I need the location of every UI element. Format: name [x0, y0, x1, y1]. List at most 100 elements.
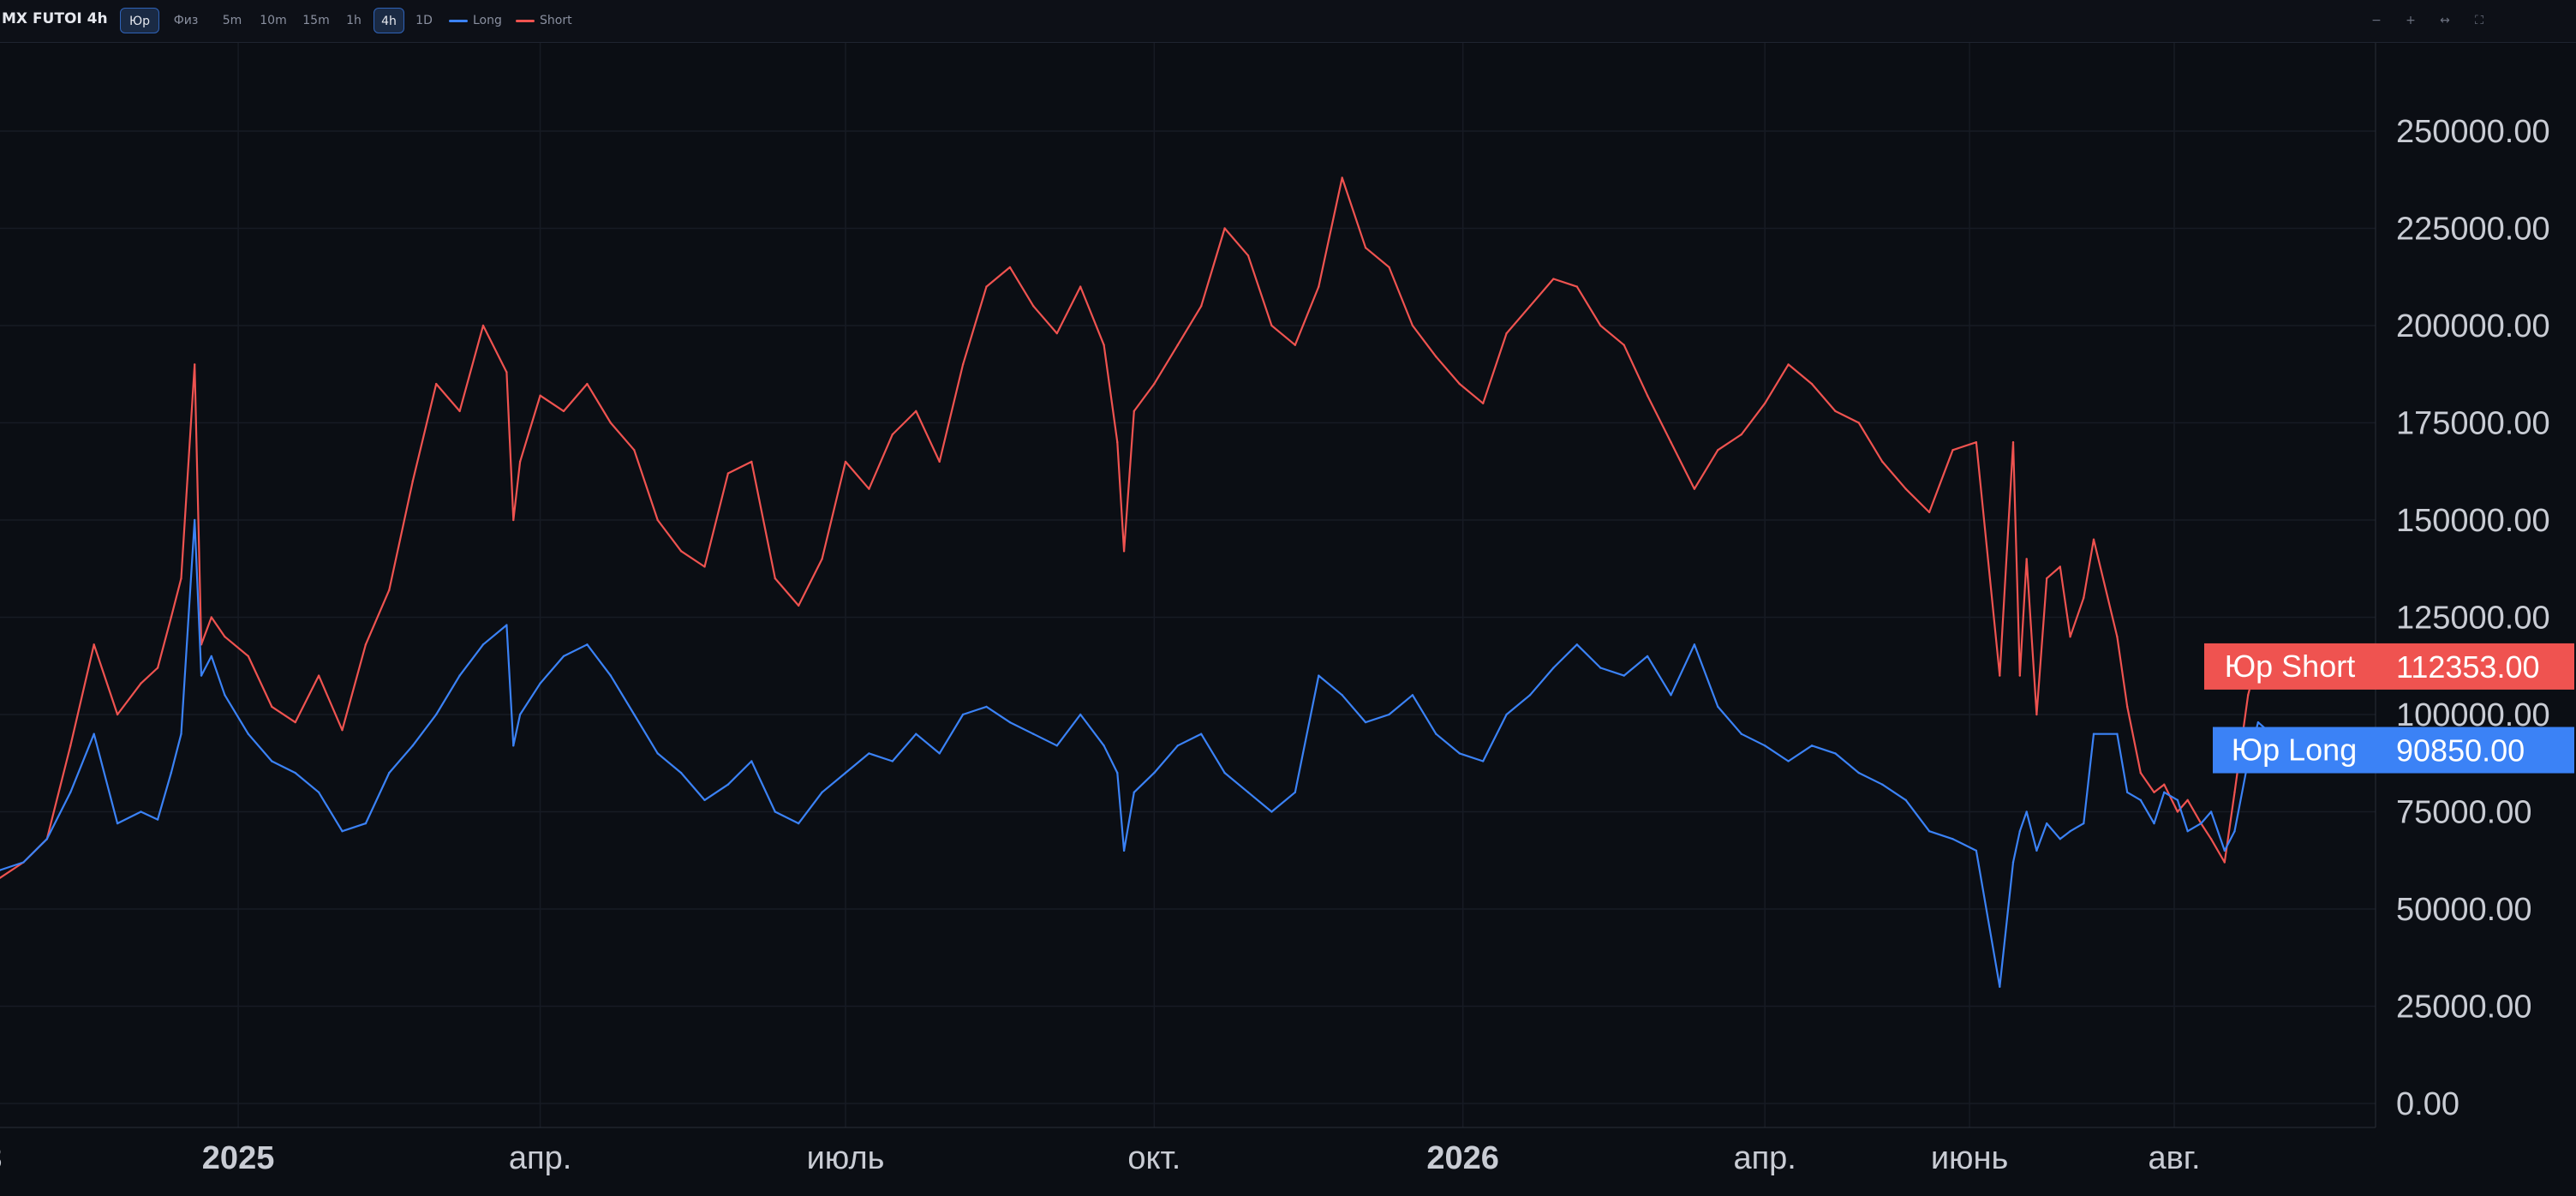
last-value-short: 112353.00 [2396, 649, 2540, 685]
data-point-short [434, 382, 438, 386]
interval-button-4h[interactable]: 4h [374, 8, 404, 33]
data-point-long [69, 791, 72, 793]
data-point-long [562, 655, 565, 658]
price-axis[interactable]: 0.0025000.0050000.0075000.00100000.00125… [2396, 114, 2550, 1122]
data-point-short [481, 324, 485, 327]
interval-button-10m[interactable]: 10m [260, 14, 287, 27]
data-point-long [1458, 752, 1461, 755]
data-point-short [93, 643, 95, 646]
type-button-physical[interactable]: Физ [173, 14, 199, 27]
data-point-long [1904, 798, 1907, 802]
data-point-long [411, 745, 414, 747]
fit-width-icon[interactable]: ↔ [2440, 14, 2450, 27]
data-point-short [2018, 674, 2022, 677]
data-point-short [797, 604, 800, 607]
data-point-short [156, 667, 159, 669]
data-point-short [1505, 332, 1508, 335]
series-line-short[interactable] [0, 176, 2292, 879]
data-point-short [224, 636, 226, 638]
data-point-short [518, 460, 522, 463]
data-point-short [341, 728, 344, 732]
data-point-long [915, 733, 917, 735]
data-point-long [609, 674, 613, 677]
data-point-long [2035, 849, 2038, 852]
legend-item-long[interactable]: Long [449, 8, 502, 33]
zoom-out-icon[interactable]: − [2371, 14, 2382, 27]
data-point-short [2059, 565, 2062, 568]
data-point-long [726, 783, 730, 786]
data-point-short [2186, 798, 2189, 802]
data-point-long [1116, 771, 1119, 774]
data-point-long [1763, 745, 1766, 747]
data-point-long [1153, 771, 1156, 774]
y-tick-label: 225000.00 [2396, 212, 2550, 248]
data-point-short [985, 285, 988, 288]
data-point-short [915, 410, 917, 413]
data-point-short [1435, 356, 1437, 358]
data-point-short [180, 577, 182, 580]
data-point-long [2163, 791, 2166, 793]
last-value-long: 90850.00 [2396, 733, 2525, 768]
x-tick-label: 2026 [1426, 1140, 1499, 1176]
zoom-in-icon[interactable]: + [2406, 14, 2416, 27]
data-point-short [1294, 344, 1297, 346]
data-point-short [2163, 783, 2166, 786]
time-axis[interactable]: 3 2025 апр. июль окт. 2026 апр. июнь авг. [0, 1140, 2201, 1176]
data-point-short [1388, 266, 1390, 269]
y-tick-label: 175000.00 [2396, 406, 2550, 442]
interval-button-15m[interactable]: 15m [302, 14, 330, 27]
data-point-long [2153, 822, 2155, 825]
fullscreen-icon[interactable]: ⛶ [2475, 14, 2483, 27]
data-point-long [247, 733, 250, 735]
data-point-short [1122, 550, 1126, 553]
chart-grid [0, 43, 2376, 1127]
data-point-long [656, 752, 659, 755]
data-point-long [1103, 745, 1105, 747]
data-point-short [2223, 861, 2226, 864]
data-point-long [294, 771, 296, 774]
data-point-long [1481, 760, 1485, 762]
interval-button-5m[interactable]: 5m [222, 14, 242, 27]
interval-button-1h[interactable]: 1h [346, 14, 362, 27]
last-value-bg-short [2376, 643, 2574, 690]
data-point-long [1552, 667, 1555, 669]
type-button-legal[interactable]: Юр [120, 8, 159, 33]
data-point-long [1787, 760, 1790, 762]
data-point-short [1199, 305, 1203, 308]
data-point-long [1951, 838, 1954, 840]
data-point-short [1904, 487, 1907, 490]
chart-title: MX FUTOI 4h [2, 10, 108, 27]
data-point-long [1575, 643, 1579, 646]
legend-item-short[interactable]: Short [516, 8, 572, 33]
data-point-short [2083, 596, 2085, 599]
data-point-short [0, 876, 2, 879]
data-point-long [1717, 705, 1719, 709]
data-point-short [2069, 636, 2071, 638]
data-point-short [2045, 577, 2048, 580]
y-tick-label: 200000.00 [2396, 308, 2550, 344]
data-point-short [2011, 441, 2015, 444]
data-point-short [1881, 460, 1884, 463]
data-point-short [1341, 176, 1343, 179]
data-point-long [317, 791, 320, 793]
y-tick-label: 125000.00 [2396, 601, 2550, 637]
interval-button-1d[interactable]: 1D [415, 14, 433, 27]
data-point-long [1008, 721, 1012, 724]
data-point-long [1740, 733, 1742, 735]
data-point-long [2011, 861, 2015, 864]
data-point-short [1116, 441, 1119, 444]
y-tick-label: 250000.00 [2396, 114, 2550, 150]
data-point-long [938, 752, 941, 755]
data-point-long [2139, 798, 2143, 802]
data-point-short [2209, 838, 2213, 840]
data-point-long [633, 713, 636, 716]
series-line-long[interactable] [0, 518, 2292, 988]
data-point-short [1599, 324, 1602, 327]
data-point-long [22, 861, 25, 864]
data-point-long [45, 838, 49, 840]
y-tick-label: 150000.00 [2396, 503, 2550, 539]
data-point-long [434, 713, 438, 716]
series-tag-label-short: Юр Short [2225, 649, 2355, 684]
data-point-short [1575, 285, 1579, 288]
